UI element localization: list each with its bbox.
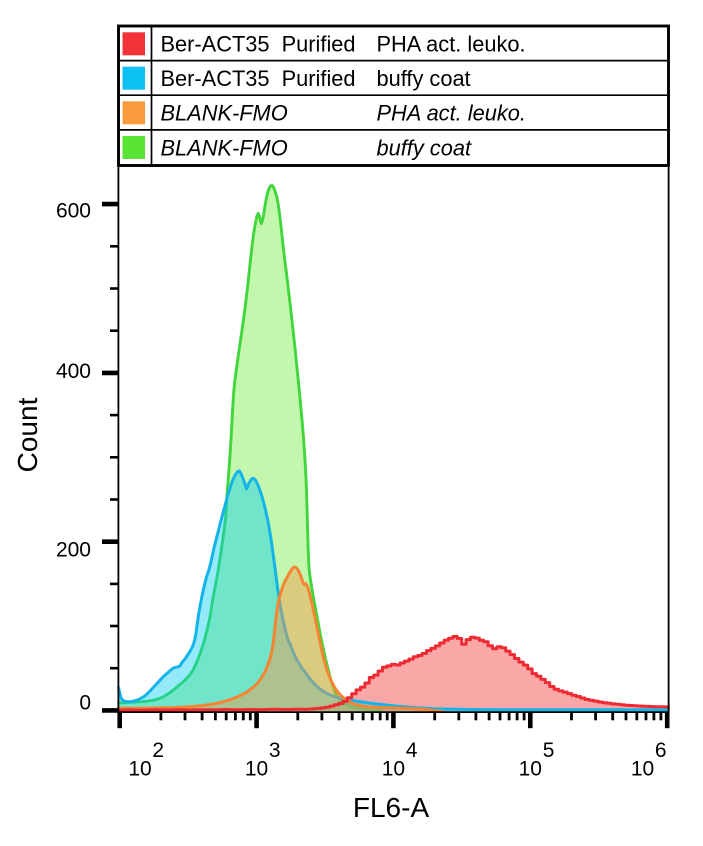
svg-text:10: 10	[245, 758, 268, 781]
svg-text:Ber-ACT35 Purified: Ber-ACT35 Purified	[161, 66, 356, 91]
svg-text:BLANK-FMO: BLANK-FMO	[161, 101, 288, 126]
svg-text:PHA act. leuko.: PHA act. leuko.	[377, 101, 526, 126]
svg-text:PHA act. leuko.: PHA act. leuko.	[377, 32, 526, 57]
svg-text:5: 5	[543, 739, 555, 762]
svg-text:10: 10	[128, 758, 151, 781]
svg-text:FL6-A: FL6-A	[353, 792, 430, 823]
svg-text:3: 3	[269, 739, 281, 762]
svg-text:600: 600	[56, 200, 91, 223]
svg-text:buffy coat: buffy coat	[377, 135, 472, 160]
svg-text:4: 4	[406, 739, 418, 762]
svg-text:2: 2	[152, 739, 164, 762]
svg-text:buffy coat: buffy coat	[377, 66, 471, 91]
svg-text:200: 200	[56, 539, 91, 562]
svg-text:6: 6	[655, 739, 667, 762]
svg-text:BLANK-FMO: BLANK-FMO	[161, 135, 288, 160]
svg-text:Ber-ACT35 Purified: Ber-ACT35 Purified	[161, 32, 356, 57]
svg-text:10: 10	[519, 758, 542, 781]
svg-text:Count: Count	[12, 397, 43, 472]
svg-text:0: 0	[79, 691, 91, 714]
svg-text:10: 10	[382, 758, 405, 781]
svg-text:400: 400	[56, 360, 91, 383]
svg-text:10: 10	[631, 758, 654, 781]
